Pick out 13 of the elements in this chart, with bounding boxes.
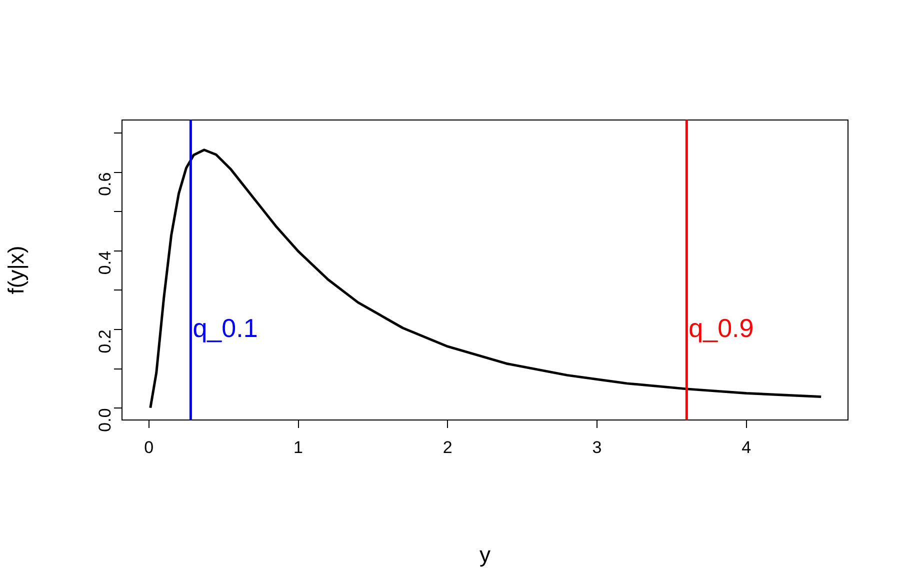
y-tick-label: 0.6 [96,172,115,196]
x-tick-label: 0 [144,438,154,457]
ref-line-label: q_0.9 [688,313,754,344]
ref-line-label: q_0.1 [192,313,258,344]
x-axis-title: y [480,542,490,567]
x-tick-label: 2 [442,438,452,457]
y-tick-label: 0.4 [96,250,115,275]
y-axis-title: f(y|x) [3,246,28,294]
x-tick-label: 4 [742,438,752,457]
x-tick-label: 1 [294,438,304,457]
y-tick-label: 0.2 [96,330,115,354]
y-tick-label: 0.0 [96,408,115,432]
x-tick-label: 3 [592,438,602,457]
